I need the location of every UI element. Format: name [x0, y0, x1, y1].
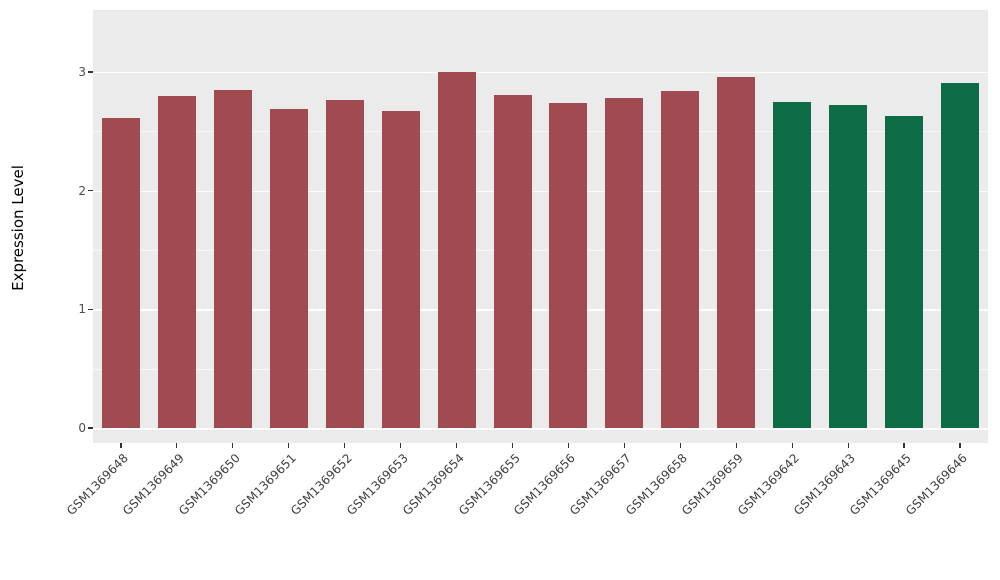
x-tick-label: GSM1369654 — [399, 451, 467, 518]
bar-GSM1369648 — [101, 118, 140, 428]
x-tick-mark — [623, 443, 625, 448]
x-tick-label: GSM1369648 — [63, 451, 131, 518]
x-tick-mark — [120, 443, 122, 448]
bar-GSM1369645 — [885, 115, 924, 428]
bar-GSM1369653 — [381, 111, 420, 428]
y-tick-label: 3 — [78, 64, 86, 79]
y-axis-title: Expression Level — [9, 165, 27, 291]
x-tick-label: GSM1369653 — [343, 451, 411, 518]
x-tick-mark — [959, 443, 961, 448]
x-tick-label: GSM1369645 — [847, 451, 914, 518]
x-tick-mark — [791, 443, 793, 448]
x-tick-label: GSM1369651 — [231, 451, 299, 518]
gridline-major — [93, 428, 988, 430]
bar-GSM1369642 — [773, 101, 812, 428]
x-tick-label: GSM1369656 — [511, 451, 579, 518]
x-tick-mark — [679, 443, 681, 448]
x-tick-label: GSM1369646 — [902, 451, 970, 518]
x-tick-label: GSM1369655 — [455, 451, 523, 518]
bar-GSM1369651 — [269, 108, 308, 428]
x-tick-label: GSM1369658 — [623, 451, 691, 518]
bar-GSM1369654 — [437, 71, 476, 428]
gridline-minor — [93, 131, 988, 133]
x-tick-label: GSM1369649 — [119, 451, 187, 518]
bar-GSM1369649 — [157, 95, 196, 428]
x-tick-mark — [735, 443, 737, 448]
y-tick-mark — [88, 427, 93, 429]
y-tick-label: 0 — [78, 421, 86, 435]
x-tick-mark — [232, 443, 234, 448]
y-tick-mark — [88, 71, 93, 73]
bar-GSM1369655 — [493, 94, 532, 428]
plot-panel — [93, 10, 988, 443]
y-tick-label: 1 — [78, 302, 86, 317]
x-tick-mark — [400, 443, 402, 448]
x-tick-mark — [176, 443, 178, 448]
gridline-minor — [93, 249, 988, 251]
y-tick-mark — [88, 190, 93, 192]
y-tick-mark — [88, 308, 93, 310]
x-tick-mark — [511, 443, 514, 448]
x-tick-label: GSM1369642 — [735, 451, 803, 518]
bar-GSM1369650 — [213, 89, 252, 428]
x-tick-mark — [847, 443, 849, 448]
gridline-minor — [93, 368, 988, 370]
bar-GSM1369659 — [717, 76, 756, 428]
bar-GSM1369652 — [325, 100, 364, 428]
x-tick-mark — [288, 443, 290, 448]
x-tick-mark — [567, 443, 570, 448]
x-tick-mark — [455, 443, 458, 448]
y-tick-label: 2 — [78, 183, 86, 198]
gridline-major — [93, 309, 988, 311]
x-tick-label: GSM1369643 — [791, 451, 859, 518]
x-tick-label: GSM1369652 — [287, 451, 355, 518]
bar-GSM1369656 — [549, 102, 588, 428]
gridline-major — [93, 71, 988, 74]
bar-GSM1369643 — [829, 105, 868, 428]
bar-GSM1369658 — [661, 90, 700, 428]
x-tick-mark — [344, 443, 346, 448]
x-tick-label: GSM1369650 — [175, 451, 243, 518]
x-tick-mark — [903, 443, 905, 448]
gridline-major — [93, 190, 988, 193]
bar-GSM1369646 — [941, 82, 980, 428]
x-tick-label: GSM1369659 — [679, 451, 747, 518]
x-tick-label: GSM1369657 — [567, 451, 635, 518]
bar-GSM1369657 — [605, 98, 644, 428]
